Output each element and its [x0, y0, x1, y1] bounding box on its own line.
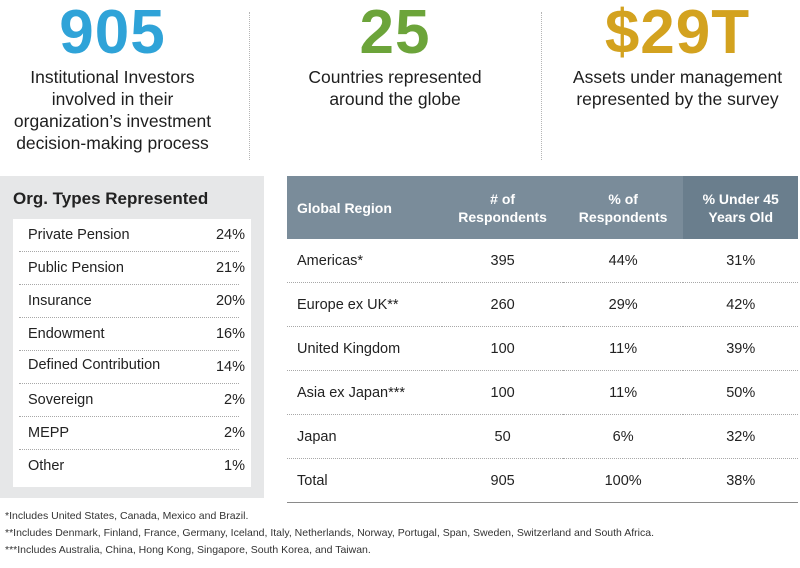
org-type-pct: 24% — [215, 227, 245, 243]
org-type-pct: 20% — [215, 293, 245, 309]
org-type-name: Insurance — [28, 293, 92, 309]
table-cell: Asia ex Japan*** — [287, 370, 443, 415]
table-row: Europe ex UK** 260 29% 42% — [287, 282, 798, 327]
list-item: Endowment 16% — [19, 318, 245, 351]
org-type-name: Endowment — [28, 326, 105, 342]
org-type-name: Public Pension — [28, 260, 124, 276]
divider — [541, 12, 542, 160]
header-text: % Under 45 — [702, 190, 779, 207]
org-type-name: Sovereign — [28, 392, 94, 408]
divider — [249, 12, 250, 160]
stat-assets-value: $29T — [604, 0, 751, 67]
org-type-name: MEPP — [28, 425, 70, 441]
org-type-pct: 21% — [215, 260, 245, 276]
stat-desc-line: Assets under management — [572, 67, 783, 87]
col-header-region: Global Region — [287, 176, 443, 239]
stat-assets: $29T Assets under management represented… — [555, 0, 800, 110]
stat-desc-line: involved in their — [51, 89, 174, 109]
table-cell: 100 — [442, 370, 563, 415]
table-cell: 31% — [683, 239, 798, 283]
org-type-name: Private Pension — [28, 227, 130, 243]
list-item: Other 1% — [19, 450, 245, 482]
list-item: Defined Contribution 14% — [19, 351, 245, 384]
table-cell: 11% — [562, 370, 684, 415]
org-types-panel: Org. Types Represented Private Pension 2… — [0, 176, 264, 498]
table-cell: 260 — [442, 282, 563, 327]
col-header-under-45: % Under 45 Years Old — [683, 176, 798, 239]
table-row: Americas* 395 44% 31% — [287, 239, 798, 283]
table-header-row: Global Region # of Respondents % of Respon… — [287, 176, 798, 239]
table-cell: 905 — [442, 458, 563, 503]
stat-investors-value: 905 — [59, 0, 166, 67]
stat-desc-line: organization’s investment — [13, 111, 212, 131]
stat-investors-desc: Institutional Investors involved in thei… — [0, 66, 225, 154]
table-row: United Kingdom 100 11% 39% — [287, 326, 798, 371]
table-cell: 100% — [562, 458, 684, 503]
stat-countries: 25 Countries represented around the glob… — [270, 0, 520, 110]
table-row: Japan 50 6% 32% — [287, 414, 798, 459]
org-type-pct: 2% — [224, 392, 245, 408]
table-cell: Americas* — [287, 239, 443, 283]
stat-investors: 905 Institutional Investors involved in … — [0, 0, 225, 154]
table-row-total: Total 905 100% 38% — [287, 458, 798, 503]
list-item: Sovereign 2% — [19, 384, 245, 417]
org-types-title: Org. Types Represented — [13, 189, 209, 208]
org-type-name: Other — [28, 458, 65, 474]
col-header-pct-respondents: % of Respondents — [562, 176, 684, 239]
header-text: Global Region — [297, 199, 392, 216]
stat-desc-line: decision-making process — [16, 133, 209, 153]
table-cell: Total — [287, 458, 443, 503]
table-cell: 50 — [442, 414, 563, 459]
list-item: Public Pension 21% — [19, 252, 245, 285]
stat-desc-line: Institutional Investors — [30, 67, 195, 87]
table-cell: 44% — [562, 239, 684, 283]
org-type-pct: 1% — [224, 458, 245, 474]
table-cell: 100 — [442, 326, 563, 371]
table-cell: 29% — [562, 282, 684, 327]
header-text: % of — [608, 190, 638, 207]
org-types-list: Private Pension 24% Public Pension 21% I… — [13, 219, 251, 487]
table-cell: 38% — [683, 458, 798, 503]
stat-desc-line: around the globe — [329, 89, 461, 109]
footnote: *Includes United States, Canada, Mexico … — [5, 510, 249, 522]
header-text: # of — [490, 190, 516, 207]
org-type-pct: 14% — [215, 359, 245, 375]
table-cell: 39% — [683, 326, 798, 371]
footnote: ***Includes Australia, China, Hong Kong,… — [5, 544, 371, 556]
footnotes: *Includes United States, Canada, Mexico … — [5, 508, 654, 559]
list-item: Insurance 20% — [19, 285, 245, 318]
header-text: Respondents — [578, 208, 668, 225]
stat-desc-line: represented by the survey — [576, 89, 779, 109]
stat-countries-value: 25 — [359, 0, 431, 67]
stat-countries-desc: Countries represented around the globe — [270, 66, 520, 110]
table-cell: Japan — [287, 414, 443, 459]
table-cell: 32% — [683, 414, 798, 459]
org-type-pct: 16% — [215, 326, 245, 342]
org-type-name: Defined Contribution — [28, 357, 161, 373]
table-cell: 42% — [683, 282, 798, 327]
table-row: Asia ex Japan*** 100 11% 50% — [287, 370, 798, 415]
list-item: Private Pension 24% — [19, 219, 245, 252]
region-table: Global Region # of Respondents % of Respon… — [287, 176, 798, 503]
stat-desc-line: Countries represented — [308, 67, 482, 87]
table-cell: 395 — [442, 239, 563, 283]
header-text: Respondents — [458, 208, 547, 225]
list-item: MEPP 2% — [19, 417, 245, 450]
header-text: Years Old — [708, 208, 773, 225]
table-cell: 11% — [562, 326, 684, 371]
table-cell: Europe ex UK** — [287, 282, 443, 327]
table-cell: United Kingdom — [287, 326, 443, 371]
table-cell: 6% — [562, 414, 684, 459]
table-cell: 50% — [683, 370, 798, 415]
stat-assets-desc: Assets under management represented by t… — [555, 66, 800, 110]
footnote: **Includes Denmark, Finland, France, Ger… — [5, 527, 654, 539]
col-header-respondents: # of Respondents — [442, 176, 563, 239]
org-type-pct: 2% — [224, 425, 245, 441]
